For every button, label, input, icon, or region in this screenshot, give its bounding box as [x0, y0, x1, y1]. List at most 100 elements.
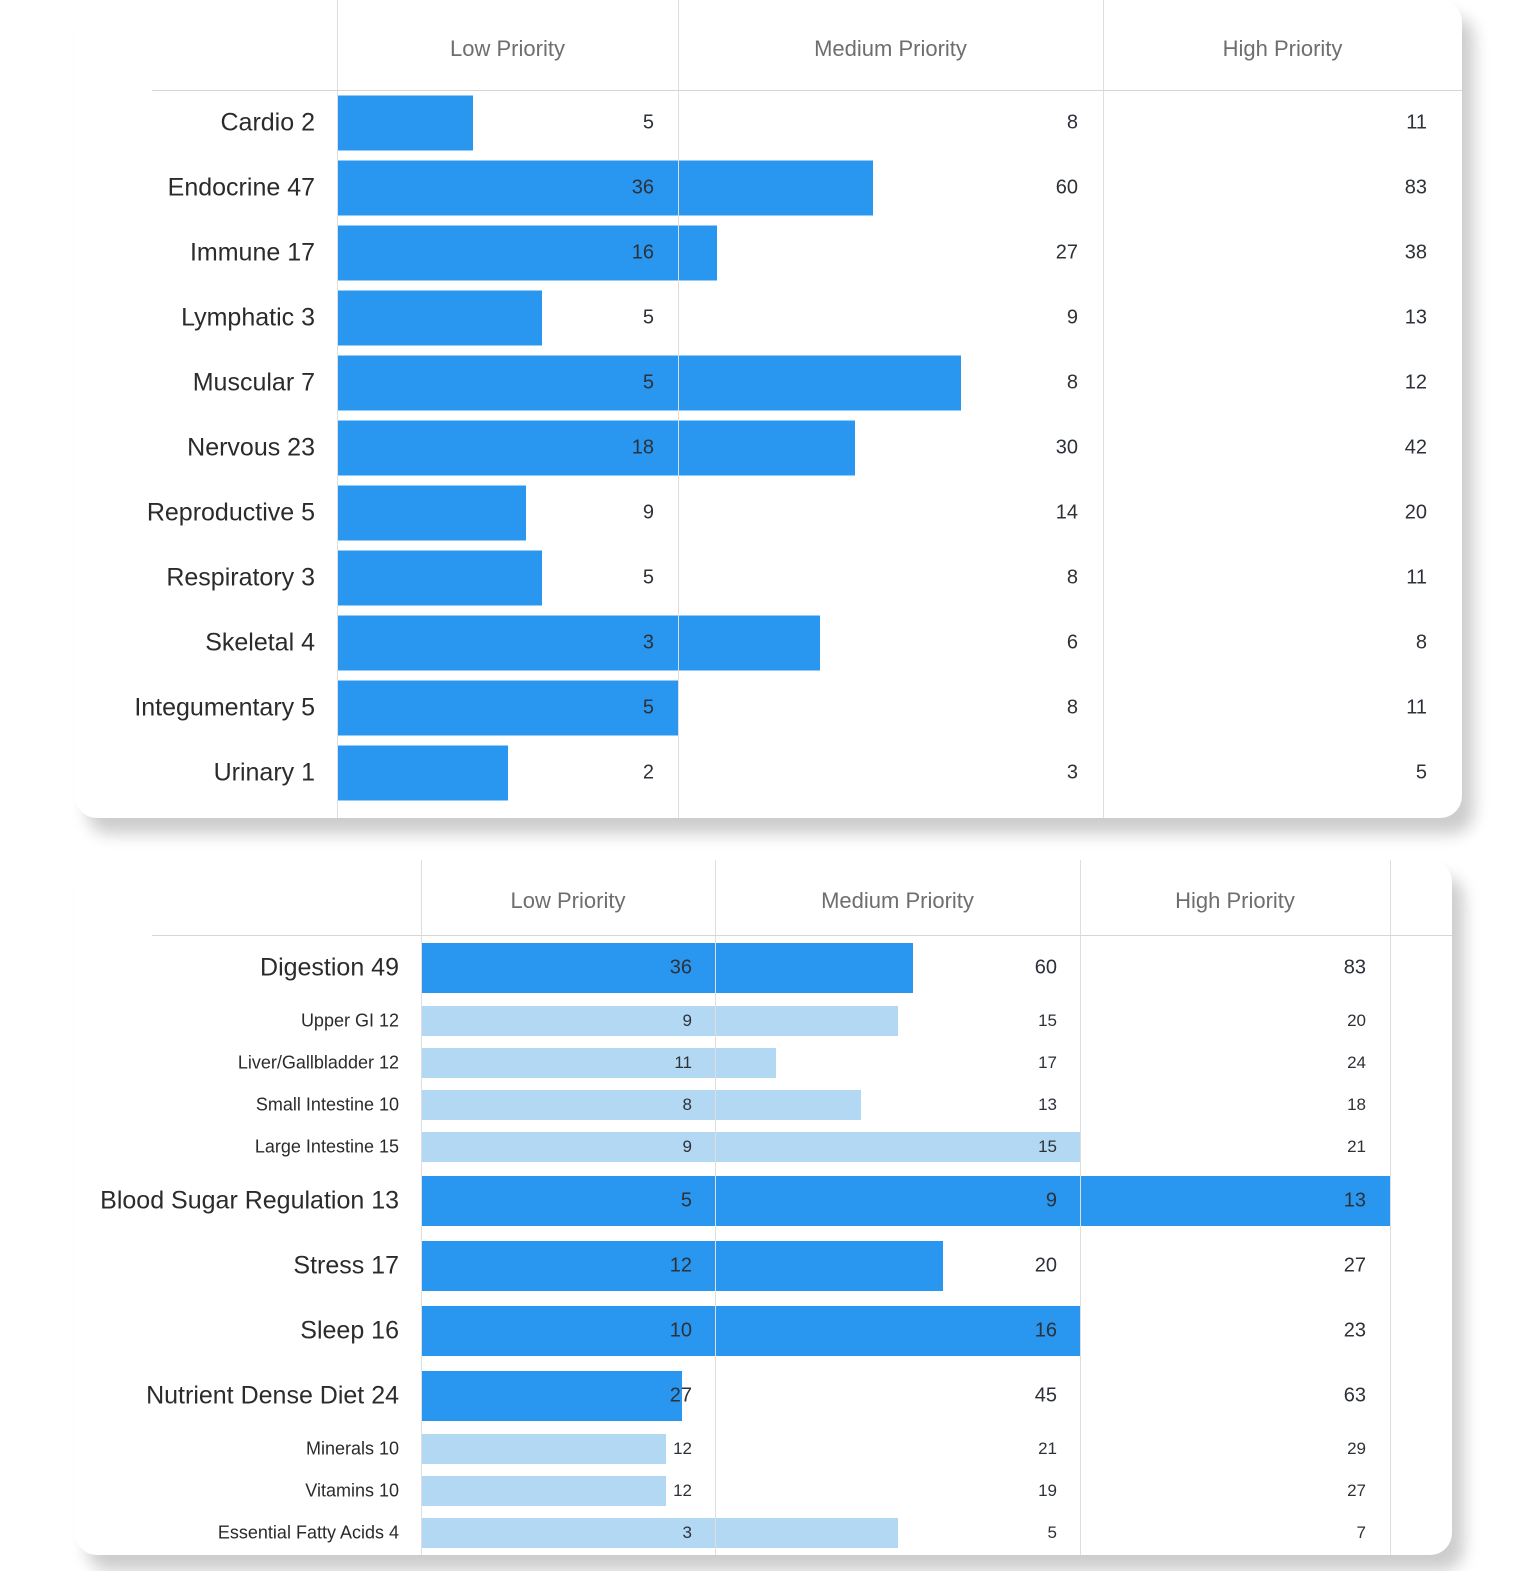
- row-label: Minerals 10: [305, 1438, 399, 1459]
- low-priority-value: 3: [682, 1523, 692, 1542]
- chart-row: Minerals 10 12 21 29: [75, 1428, 1452, 1470]
- grid-line-label-boundary: [421, 860, 422, 1555]
- medium-priority-value: 14: [1055, 501, 1078, 523]
- grid-line-label-boundary: [337, 0, 338, 818]
- medium-priority-value: 20: [1034, 1254, 1057, 1276]
- medium-priority-value: 8: [1066, 371, 1078, 393]
- high-priority-value: 23: [1343, 1319, 1366, 1341]
- medium-priority-value: 8: [1066, 111, 1078, 133]
- row-label: Respiratory 3: [166, 563, 315, 591]
- low-priority-value: 11: [674, 1053, 692, 1072]
- low-priority-value: 5: [642, 371, 654, 393]
- chart-row: Liver/Gallbladder 12 11 17 24: [75, 1042, 1452, 1084]
- chart-row: Integumentary 5 5 8 11: [75, 675, 1462, 740]
- row-label: Skeletal 4: [205, 628, 315, 656]
- score-bar: [421, 1006, 898, 1036]
- chart-row: Respiratory 3 5 8 11: [75, 545, 1462, 610]
- header-underline: [152, 935, 1452, 936]
- score-bar: [421, 1518, 898, 1548]
- foundations-priority-chart-card: Low Priority Medium Priority High Priori…: [75, 860, 1452, 1555]
- low-priority-value: 9: [642, 501, 654, 523]
- score-bar: [421, 1476, 666, 1506]
- low-priority-value: 8: [682, 1095, 692, 1114]
- low-priority-value: 18: [631, 436, 654, 458]
- chart-row: Immune 17 16 27 38: [75, 220, 1462, 285]
- chart-row: Large Intestine 15 9 15 21: [75, 1126, 1452, 1168]
- score-bar: [421, 1048, 776, 1078]
- medium-priority-value: 16: [1034, 1319, 1057, 1341]
- score-bar: [337, 485, 526, 540]
- high-priority-value: 24: [1347, 1053, 1366, 1072]
- high-priority-value: 18: [1347, 1095, 1366, 1114]
- chart-row: Nervous 23 18 30 42: [75, 415, 1462, 480]
- row-label: Blood Sugar Regulation 13: [100, 1186, 399, 1214]
- high-priority-value: 21: [1347, 1137, 1366, 1156]
- low-priority-value: 27: [669, 1384, 692, 1406]
- column-header-high-priority: High Priority: [1222, 36, 1343, 61]
- row-label: Integumentary 5: [134, 693, 315, 721]
- chart-row: Stress 17 12 20 27: [75, 1233, 1452, 1298]
- high-priority-value: 11: [1406, 566, 1427, 588]
- score-bar: [421, 1132, 1080, 1162]
- row-label: Cardio 2: [220, 108, 316, 136]
- header-underline: [152, 90, 1462, 91]
- score-bar: [337, 745, 508, 800]
- high-priority-value: 13: [1404, 306, 1427, 328]
- low-priority-value: 9: [682, 1137, 692, 1156]
- chart-row: Muscular 7 5 8 12: [75, 350, 1462, 415]
- score-bar: [421, 942, 913, 993]
- high-priority-value: 27: [1343, 1254, 1366, 1276]
- chart-row: Urinary 1 2 3 5: [75, 740, 1462, 805]
- row-label: Upper GI 12: [300, 1010, 399, 1031]
- high-priority-value: 5: [1415, 761, 1427, 783]
- medium-priority-value: 30: [1055, 436, 1078, 458]
- chart-row: Sleep 16 10 16 23: [75, 1298, 1452, 1363]
- column-header-low-priority: Low Priority: [450, 36, 565, 61]
- medium-priority-value: 19: [1038, 1481, 1057, 1500]
- score-bar: [421, 1305, 1080, 1356]
- score-bar: [421, 1434, 666, 1464]
- high-priority-value: 42: [1404, 436, 1427, 458]
- medium-priority-value: 15: [1038, 1137, 1057, 1156]
- medium-priority-value: 21: [1038, 1439, 1057, 1458]
- chart-rows: Cardio 2 5 8 11 Endocrine 47 36 60 83 Immune 17 1…: [75, 90, 1462, 805]
- high-priority-value: 29: [1347, 1439, 1366, 1458]
- low-priority-value: 5: [642, 306, 654, 328]
- medium-priority-value: 6: [1066, 631, 1078, 653]
- low-priority-value: 12: [669, 1254, 692, 1276]
- score-bar: [337, 95, 473, 150]
- chart-row: Nutrient Dense Diet 24 27 45 63: [75, 1363, 1452, 1428]
- medium-priority-value: 5: [1047, 1523, 1057, 1542]
- chart-row: Lymphatic 3 5 9 13: [75, 285, 1462, 350]
- row-label: Reproductive 5: [146, 498, 315, 526]
- high-priority-value: 83: [1404, 176, 1427, 198]
- chart-rows: Digestion 49 36 60 83 Upper GI 12 9 15 20 Liver/…: [75, 935, 1452, 1554]
- row-label: Muscular 7: [192, 368, 315, 396]
- chart-row: Upper GI 12 9 15 20: [75, 1000, 1452, 1042]
- row-label: Liver/Gallbladder 12: [237, 1052, 399, 1073]
- row-label: Large Intestine 15: [254, 1136, 399, 1157]
- chart-row: Reproductive 5 9 14 20: [75, 480, 1462, 545]
- low-priority-value: 5: [642, 566, 654, 588]
- low-priority-value: 36: [669, 956, 692, 978]
- grid-line-medium-high: [1103, 0, 1104, 818]
- chart-row: Endocrine 47 36 60 83: [75, 155, 1462, 220]
- low-priority-value: 3: [642, 631, 654, 653]
- high-priority-value: 11: [1406, 696, 1427, 718]
- score-bar: [337, 160, 873, 215]
- row-label: Essential Fatty Acids 4: [217, 1522, 399, 1543]
- medium-priority-value: 15: [1038, 1011, 1057, 1030]
- column-header-medium-priority: Medium Priority: [821, 888, 974, 913]
- low-priority-value: 12: [673, 1439, 692, 1458]
- score-bar: [421, 1090, 861, 1120]
- grid-line-low-medium: [678, 0, 679, 818]
- score-bar: [337, 615, 820, 670]
- low-priority-value: 5: [642, 111, 654, 133]
- chart-row: Blood Sugar Regulation 13 5 9 13: [75, 1168, 1452, 1233]
- medium-priority-value: 60: [1055, 176, 1078, 198]
- column-header-high-priority: High Priority: [1175, 888, 1295, 913]
- high-priority-value: 27: [1347, 1481, 1366, 1500]
- score-bar: [421, 1370, 682, 1421]
- medium-priority-value: 8: [1066, 566, 1078, 588]
- high-priority-value: 83: [1343, 956, 1366, 978]
